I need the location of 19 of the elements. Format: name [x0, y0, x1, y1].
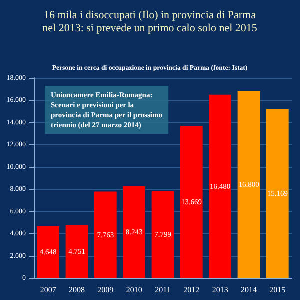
x-tick-label: 2012: [184, 286, 200, 294]
x-tick-label: 2011: [155, 286, 171, 294]
bar: [123, 186, 146, 278]
chart-title: 16 mila i disoccupati (Ilo) in provincia di Parma nel 2013: si prevede un primo calo solo nel 2015: [42, 10, 258, 34]
x-tick-label: 2015: [270, 286, 286, 294]
bar: [152, 191, 174, 278]
bar: [37, 226, 60, 278]
bar: [180, 126, 203, 278]
x-tick-label: 2009: [98, 286, 114, 294]
bar: [266, 109, 289, 278]
x-tick-label: 2013: [212, 286, 228, 294]
bar: [209, 94, 232, 278]
x-tick-label: 2014: [241, 286, 257, 294]
x-tick-label: 2010: [126, 286, 142, 294]
x-tick-label: 2008: [69, 286, 85, 294]
bar: [238, 91, 260, 278]
bar: [66, 225, 88, 278]
bar: [94, 192, 117, 278]
x-tick-label: 2007: [40, 286, 56, 294]
